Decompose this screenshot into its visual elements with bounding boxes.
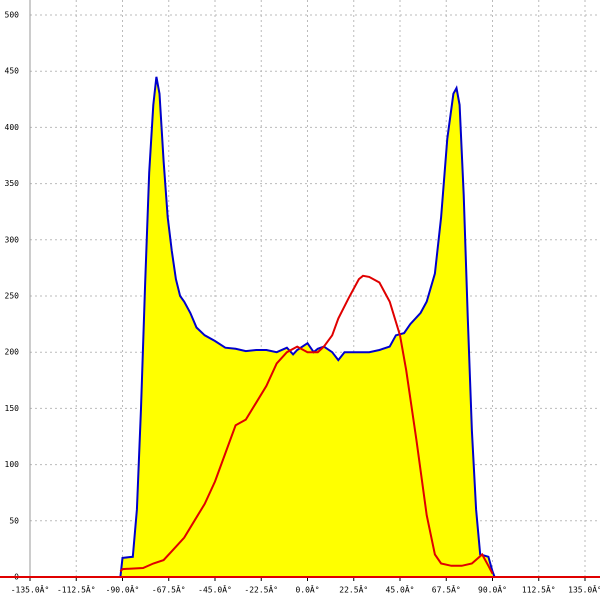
y-tick-label: 200 (5, 348, 20, 357)
x-tick-label: 67.5Â° (432, 584, 461, 595)
y-tick-label: 300 (5, 235, 20, 244)
x-tick-label: -67.5Â° (152, 584, 186, 595)
y-tick-label: 450 (5, 67, 20, 76)
x-tick-label: 135.0Â° (568, 584, 600, 595)
x-tick-label: 90.0Â° (478, 584, 507, 595)
y-tick-label: 100 (5, 460, 20, 469)
y-tick-label: 250 (5, 292, 20, 301)
x-tick-label: 45.0Â° (386, 584, 415, 595)
x-tick-label: -135.0Â° (11, 584, 50, 595)
x-tick-label: 0.0Â° (295, 584, 319, 595)
series-line (119, 76, 496, 578)
x-tick-label: -22.5Â° (244, 584, 278, 595)
series-line (119, 274, 494, 575)
x-tick-label: -90.0Â° (106, 584, 140, 595)
y-tick-label: 500 (5, 11, 20, 20)
y-tick-label: 150 (5, 404, 20, 413)
y-tick-label: 400 (5, 123, 20, 132)
y-tick-label: 50 (9, 516, 19, 525)
area-fill (120, 76, 495, 578)
x-tick-label: 22.5Â° (339, 584, 368, 595)
x-tick-label: 112.5Â° (522, 584, 556, 595)
y-tick-label: 350 (5, 179, 20, 188)
x-tick-label: -45.0Â° (198, 584, 232, 595)
x-tick-label: -112.5Â° (57, 584, 96, 595)
